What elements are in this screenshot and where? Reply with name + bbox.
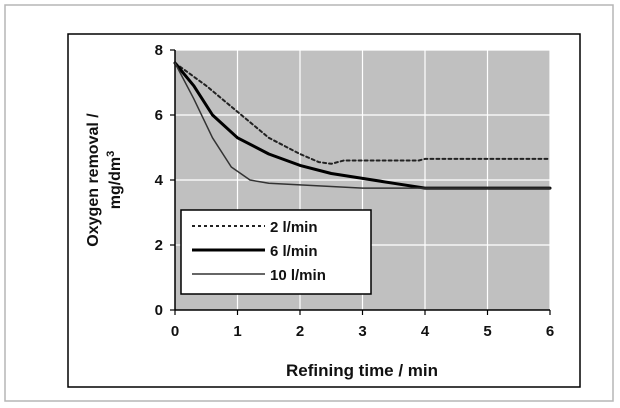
- legend-label-3: 10 l/min: [270, 267, 326, 284]
- legend-label-1: 2 l/min: [270, 219, 318, 236]
- x-tick-label: 3: [358, 323, 366, 340]
- series-line-1: [174, 62, 551, 165]
- legend: 2 l/min 6 l/min 10 l/min: [180, 209, 372, 295]
- x-tick-label: 6: [546, 323, 554, 340]
- y-tick-label: 0: [155, 302, 163, 319]
- x-tick-label: 5: [483, 323, 491, 340]
- x-tick-label: 1: [233, 323, 241, 340]
- x-tick-label: 4: [421, 323, 430, 340]
- tick-labels: 0 1 2 3 4 5 6 0 2 4 6 8: [155, 42, 555, 340]
- x-axis-label: Refining time / min: [286, 361, 438, 380]
- y-axis-label-line2: mg/dm3: [105, 151, 124, 210]
- y-tick-label: 8: [155, 42, 163, 59]
- y-axis-label: Oxygen removal / mg/dm3: [85, 113, 124, 247]
- legend-box: [180, 209, 372, 295]
- y-tick-label: 2: [155, 237, 163, 254]
- data-series: [173, 61, 552, 190]
- y-axis-unit: mg/dm: [107, 157, 124, 209]
- x-tick-label: 0: [171, 323, 179, 340]
- y-axis-unit-exponent: 3: [105, 151, 117, 157]
- axes: [170, 49, 551, 315]
- series-line-3: [174, 62, 551, 189]
- legend-label-2: 6 l/min: [270, 243, 318, 260]
- y-tick-label: 4: [155, 172, 164, 189]
- y-axis-label-line1: Oxygen removal /: [85, 113, 102, 247]
- y-tick-label: 6: [155, 107, 163, 124]
- x-tick-label: 2: [296, 323, 304, 340]
